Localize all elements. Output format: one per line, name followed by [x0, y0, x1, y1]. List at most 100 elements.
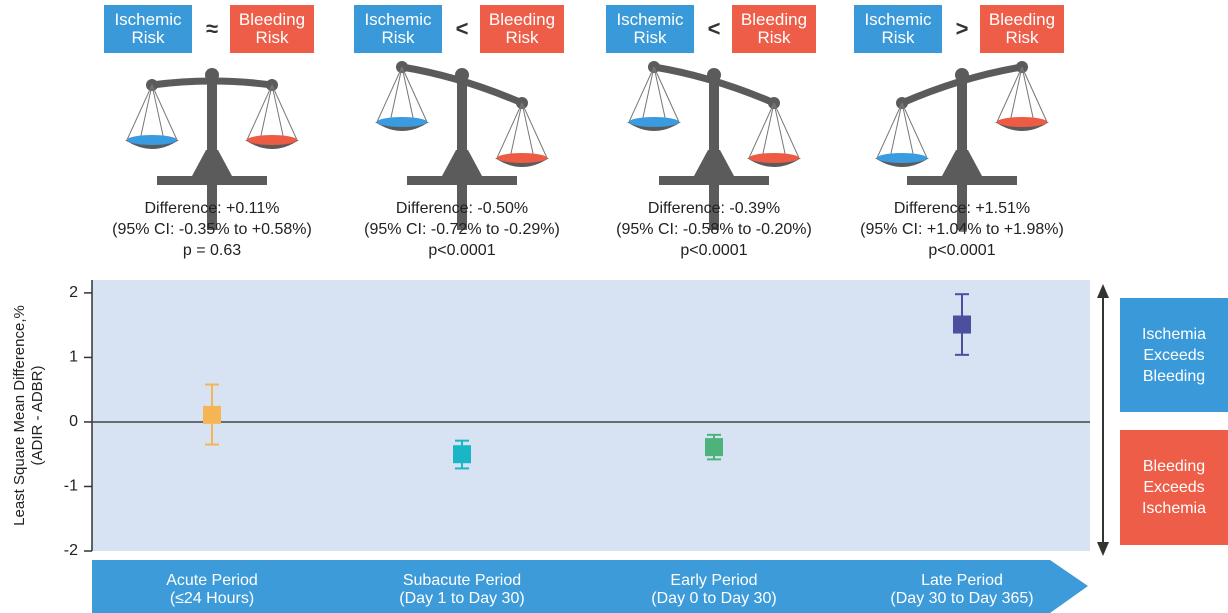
comparison-symbol: < — [455, 16, 469, 41]
bleeding-risk-box: Bleeding Risk — [980, 5, 1064, 53]
scale-pole — [457, 80, 467, 230]
bleeding-exceeds-box: Bleeding Exceeds Ischemia — [1120, 430, 1228, 545]
scale-string — [521, 102, 548, 159]
point-marker — [203, 405, 221, 424]
comparison-symbol: > — [955, 16, 969, 41]
difference-text: Difference: +0.11% — [144, 200, 280, 217]
scale-string — [389, 66, 403, 123]
scale-string — [653, 66, 667, 123]
scale-string — [653, 66, 680, 123]
y-tick-label: -1 — [64, 478, 78, 495]
bleeding-risk-box: Bleeding Risk — [230, 5, 314, 53]
scale-pole — [957, 80, 967, 230]
difference-text: Difference: -0.39% — [647, 200, 781, 217]
scale-pan-top — [247, 135, 297, 145]
y-axis-label: Least Square Mean Difference,% — [11, 305, 28, 526]
scale-top — [205, 68, 219, 82]
scale-string — [901, 102, 915, 159]
scale-string — [1021, 66, 1048, 123]
period-arrow — [92, 560, 1088, 613]
scale-pan-top — [997, 117, 1047, 127]
p-value-text: p<0.0001 — [680, 242, 748, 259]
point-marker — [705, 438, 723, 457]
scale-string — [376, 66, 403, 123]
scale-string — [1009, 66, 1023, 123]
scale-string — [401, 66, 428, 123]
y-tick-label: -2 — [64, 542, 78, 559]
ci-text: (95% CI: +1.04% to +1.98%) — [860, 221, 1064, 238]
scale-string — [1021, 66, 1035, 123]
ischemia-exceeds-box: Ischemia Exceeds Bleeding — [1120, 298, 1228, 412]
ischemic-risk-box: Ischemic Risk — [354, 5, 442, 53]
scale-top — [707, 68, 721, 82]
p-value-text: p<0.0001 — [928, 242, 996, 259]
scale-string — [773, 102, 787, 159]
difference-text: Difference: -0.50% — [395, 200, 529, 217]
scale-string — [509, 102, 523, 159]
y-tick-label: 2 — [69, 284, 78, 301]
comparison-symbol: ≈ — [205, 16, 219, 41]
p-value-text: p = 0.63 — [182, 242, 242, 259]
side-arrow-head-down — [1097, 542, 1109, 556]
scale-string — [996, 66, 1023, 123]
ci-text: (95% CI: -0.72% to -0.29%) — [364, 221, 560, 238]
period-note: (Day 1 to Day 30) — [399, 590, 525, 607]
scale-top — [955, 68, 969, 82]
scale-string — [496, 102, 523, 159]
scale-string — [151, 84, 178, 141]
scale-string — [401, 66, 415, 123]
scale-string — [748, 102, 775, 159]
side-arrow-head-up — [1097, 284, 1109, 298]
scale-string — [271, 84, 285, 141]
plot-area — [92, 280, 1090, 551]
scale-pole — [709, 80, 719, 230]
scale-string — [761, 102, 775, 159]
balance-scale — [627, 61, 801, 230]
scale-pan-top — [127, 135, 177, 145]
scale-pan-top — [877, 153, 927, 163]
period-label: Acute Period — [166, 572, 258, 589]
scale-string — [889, 102, 903, 159]
scale-pan-top — [377, 117, 427, 127]
scale-string — [139, 84, 153, 141]
period-note: (Day 0 to Day 30) — [651, 590, 777, 607]
balance-scale — [875, 61, 1049, 230]
ischemic-risk-box: Ischemic Risk — [854, 5, 942, 53]
scale-string — [271, 84, 298, 141]
ci-text: (95% CI: -0.35% to +0.58%) — [112, 221, 312, 238]
scale-string — [259, 84, 273, 141]
bleeding-risk-box: Bleeding Risk — [732, 5, 816, 53]
scale-pan-top — [497, 153, 547, 163]
scale-pan-top — [629, 117, 679, 127]
scale-string — [521, 102, 535, 159]
y-tick-label: 1 — [69, 349, 78, 366]
period-note: (Day 30 to Day 365) — [890, 590, 1034, 607]
ischemic-risk-box: Ischemic Risk — [606, 5, 694, 53]
ci-text: (95% CI: -0.58% to -0.20%) — [616, 221, 812, 238]
comparison-symbol: < — [707, 16, 721, 41]
y-tick-label: 0 — [69, 413, 78, 430]
scale-string — [901, 102, 928, 159]
scale-string — [126, 84, 153, 141]
scale-string — [628, 66, 655, 123]
period-label: Late Period — [921, 572, 1003, 589]
period-label: Subacute Period — [402, 572, 522, 589]
scale-string — [641, 66, 655, 123]
balance-scale — [375, 61, 549, 230]
scale-pole — [207, 80, 217, 230]
p-value-text: p<0.0001 — [428, 242, 496, 259]
y-axis-label-note: (ADIR - ADBR) — [29, 365, 46, 465]
bleeding-risk-box: Bleeding Risk — [480, 5, 564, 53]
scale-string — [151, 84, 165, 141]
scale-string — [246, 84, 273, 141]
period-note: (≤24 Hours) — [169, 590, 255, 607]
difference-text: Difference: +1.51% — [893, 200, 1031, 217]
period-label: Early Period — [670, 572, 758, 589]
balance-scale — [125, 68, 299, 230]
scale-top — [455, 68, 469, 82]
ischemic-risk-box: Ischemic Risk — [104, 5, 192, 53]
point-marker — [953, 315, 971, 334]
scale-pan-top — [749, 153, 799, 163]
